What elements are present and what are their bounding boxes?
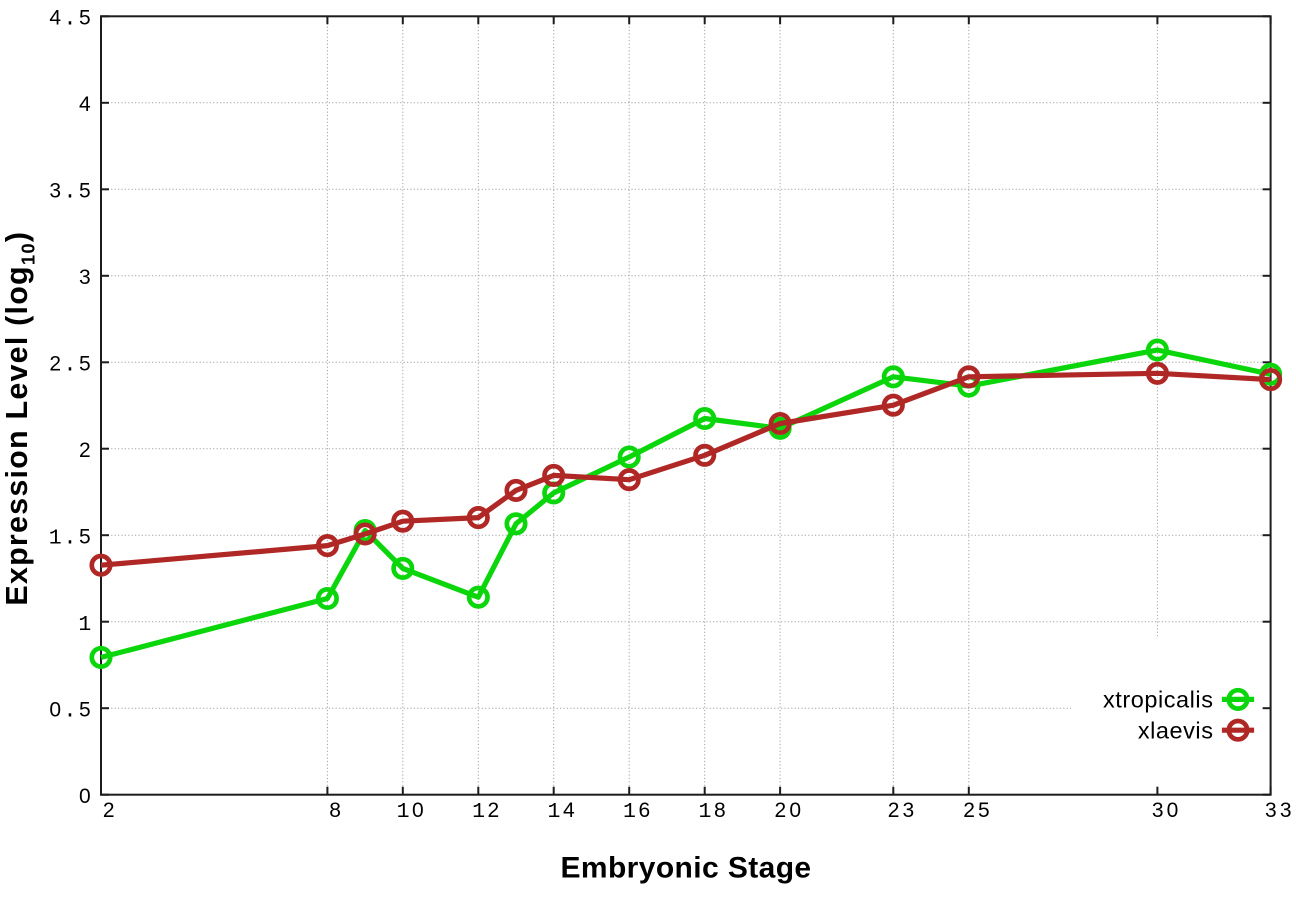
svg-text:8: 8 xyxy=(714,799,726,822)
svg-text:0: 0 xyxy=(49,699,61,722)
svg-text:8: 8 xyxy=(329,799,341,822)
svg-text:1: 1 xyxy=(49,527,62,551)
svg-text:1: 1 xyxy=(699,800,712,824)
svg-text:3: 3 xyxy=(1265,799,1277,822)
svg-text:.: . xyxy=(63,699,76,724)
svg-text:.: . xyxy=(63,7,76,32)
svg-text:5: 5 xyxy=(978,799,990,822)
svg-text:0: 0 xyxy=(79,785,91,808)
svg-text:2: 2 xyxy=(888,799,900,822)
svg-text:.: . xyxy=(63,526,76,551)
svg-text:5: 5 xyxy=(79,180,91,203)
svg-text:3: 3 xyxy=(1280,799,1292,822)
svg-text:1: 1 xyxy=(623,800,636,824)
svg-text:xlaevis: xlaevis xyxy=(1138,718,1214,744)
svg-text:5: 5 xyxy=(79,526,91,549)
svg-text:2: 2 xyxy=(775,799,787,822)
svg-text:1: 1 xyxy=(78,613,91,637)
svg-text:1: 1 xyxy=(548,800,561,824)
svg-text:2: 2 xyxy=(963,799,975,822)
svg-text:Expression Level (log10): Expression Level (log10) xyxy=(0,231,38,606)
svg-text:.: . xyxy=(63,180,76,205)
svg-text:0: 0 xyxy=(789,799,801,822)
svg-text:4: 4 xyxy=(49,7,61,30)
svg-text:xtropicalis: xtropicalis xyxy=(1103,687,1214,713)
svg-text:.: . xyxy=(63,353,76,378)
svg-text:5: 5 xyxy=(79,353,91,376)
svg-text:3: 3 xyxy=(49,180,61,203)
svg-text:1: 1 xyxy=(472,800,485,824)
svg-text:2: 2 xyxy=(49,353,61,376)
svg-text:3: 3 xyxy=(79,266,91,289)
svg-text:2: 2 xyxy=(79,439,91,462)
svg-text:4: 4 xyxy=(563,799,575,822)
svg-text:6: 6 xyxy=(638,799,650,822)
svg-text:3: 3 xyxy=(903,799,915,822)
svg-text:4: 4 xyxy=(79,93,91,116)
svg-text:3: 3 xyxy=(1152,799,1164,822)
svg-text:Embryonic Stage: Embryonic Stage xyxy=(560,851,811,884)
svg-text:5: 5 xyxy=(79,7,91,30)
svg-text:0: 0 xyxy=(412,799,424,822)
svg-text:5: 5 xyxy=(79,699,91,722)
svg-text:0: 0 xyxy=(1167,799,1179,822)
svg-text:2: 2 xyxy=(488,799,500,822)
svg-text:2: 2 xyxy=(103,799,115,822)
svg-text:1: 1 xyxy=(397,800,410,824)
